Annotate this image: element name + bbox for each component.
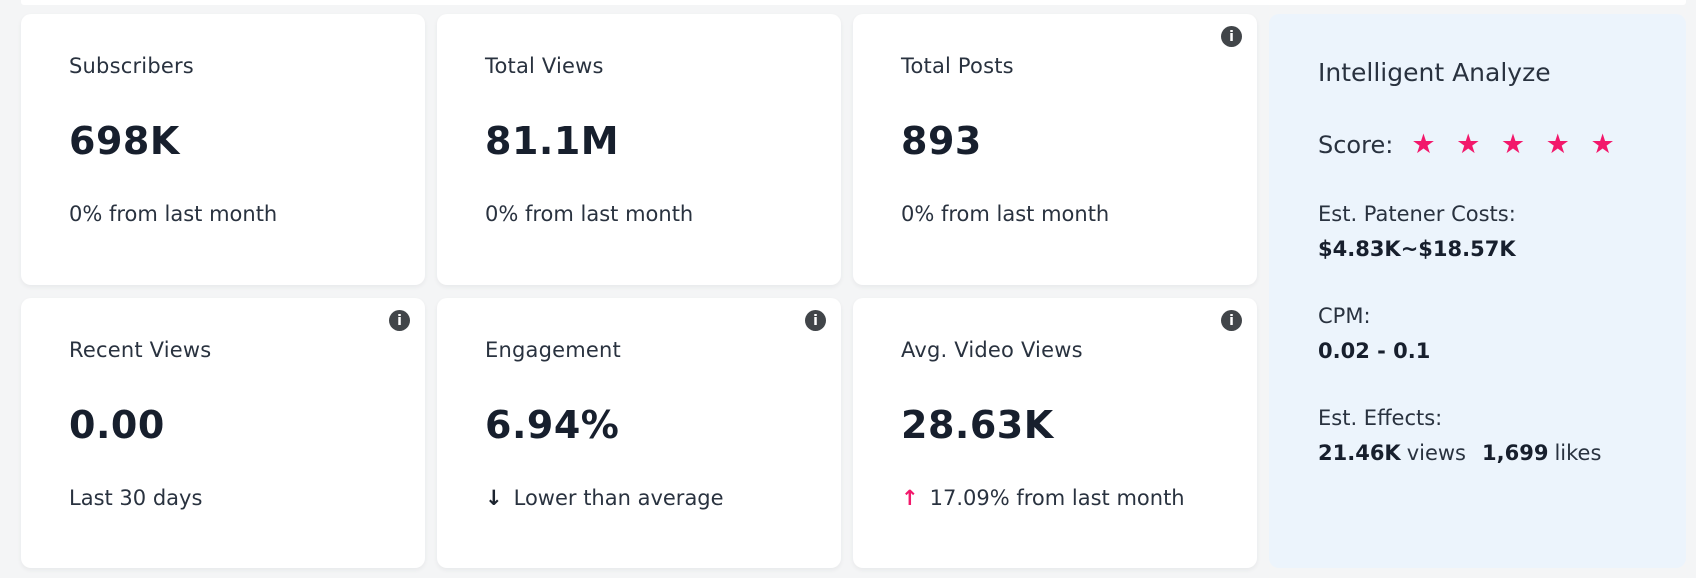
effects-label: Est. Effects:	[1318, 406, 1443, 430]
score-label: Score:	[1318, 130, 1394, 159]
effects-views-unit: views	[1406, 441, 1467, 465]
card-subtitle: Last 30 days	[69, 488, 381, 509]
subtitle-text: Lower than average	[513, 486, 724, 510]
subtitle-text: 0% from last month	[901, 202, 1110, 226]
card-title: Avg. Video Views	[901, 338, 1083, 362]
card-title: Total Posts	[901, 54, 1014, 78]
card-value: 28.63K	[901, 403, 1054, 447]
effects-likes-value: 1,699	[1482, 441, 1549, 465]
cpm-label: CPM:	[1318, 304, 1371, 328]
card-subtitle: ↓ Lower than average	[485, 488, 797, 509]
cpm-group: CPM: 0.02 - 0.1	[1318, 306, 1646, 362]
partner-costs-label: Est. Patener Costs:	[1318, 202, 1516, 226]
card-subtitle: 0% from last month	[69, 204, 381, 225]
partner-costs-group: Est. Patener Costs: $4.83K~$18.57K	[1318, 204, 1646, 260]
trend-up-icon: ↑	[901, 486, 919, 510]
info-icon[interactable]: i	[805, 310, 826, 331]
card-title: Recent Views	[69, 338, 212, 362]
metric-card-avg-video-views: i Avg. Video Views 28.63K ↑ 17.09% from …	[853, 298, 1257, 568]
card-value: 698K	[69, 119, 180, 163]
subtitle-text: 17.09% from last month	[929, 486, 1185, 510]
subtitle-text: 0% from last month	[485, 202, 694, 226]
card-value: 0.00	[69, 403, 165, 447]
effects-views-value: 21.46K	[1318, 441, 1401, 465]
metric-card-total-posts: i Total Posts 893 0% from last month	[853, 14, 1257, 285]
subtitle-text: Last 30 days	[69, 486, 203, 510]
partner-costs-value: $4.83K~$18.57K	[1318, 237, 1516, 261]
metric-card-recent-views: i Recent Views 0.00 Last 30 days	[21, 298, 425, 568]
card-value: 81.1M	[485, 119, 620, 163]
info-icon[interactable]: i	[1221, 26, 1242, 47]
effects-value: 21.46K views 1,699 likes	[1318, 443, 1646, 464]
metrics-grid: Subscribers 698K 0% from last month Tota…	[21, 14, 1257, 568]
card-value: 893	[901, 119, 982, 163]
score-row: Score: ★ ★ ★ ★ ★	[1318, 131, 1646, 158]
intelligent-analyze-panel: Intelligent Analyze Score: ★ ★ ★ ★ ★ Est…	[1269, 14, 1686, 568]
card-title: Subscribers	[69, 54, 194, 78]
info-icon[interactable]: i	[1221, 310, 1242, 331]
card-title: Total Views	[485, 54, 604, 78]
card-subtitle: 0% from last month	[485, 204, 797, 225]
metric-card-total-views: Total Views 81.1M 0% from last month	[437, 14, 841, 285]
panel-title: Intelligent Analyze	[1318, 58, 1551, 87]
cpm-value: 0.02 - 0.1	[1318, 339, 1431, 363]
card-title: Engagement	[485, 338, 621, 362]
top-strip	[21, 0, 1686, 5]
card-subtitle: ↑ 17.09% from last month	[901, 488, 1213, 509]
effects-group: Est. Effects: 21.46K views 1,699 likes	[1318, 408, 1646, 464]
trend-down-icon: ↓	[485, 486, 503, 510]
card-subtitle: 0% from last month	[901, 204, 1213, 225]
info-icon[interactable]: i	[389, 310, 410, 331]
score-stars-icon: ★ ★ ★ ★ ★	[1411, 129, 1616, 160]
metric-card-engagement: i Engagement 6.94% ↓ Lower than average	[437, 298, 841, 568]
effects-likes-unit: likes	[1554, 441, 1602, 465]
subtitle-text: 0% from last month	[69, 202, 278, 226]
card-value: 6.94%	[485, 403, 620, 447]
metric-card-subscribers: Subscribers 698K 0% from last month	[21, 14, 425, 285]
